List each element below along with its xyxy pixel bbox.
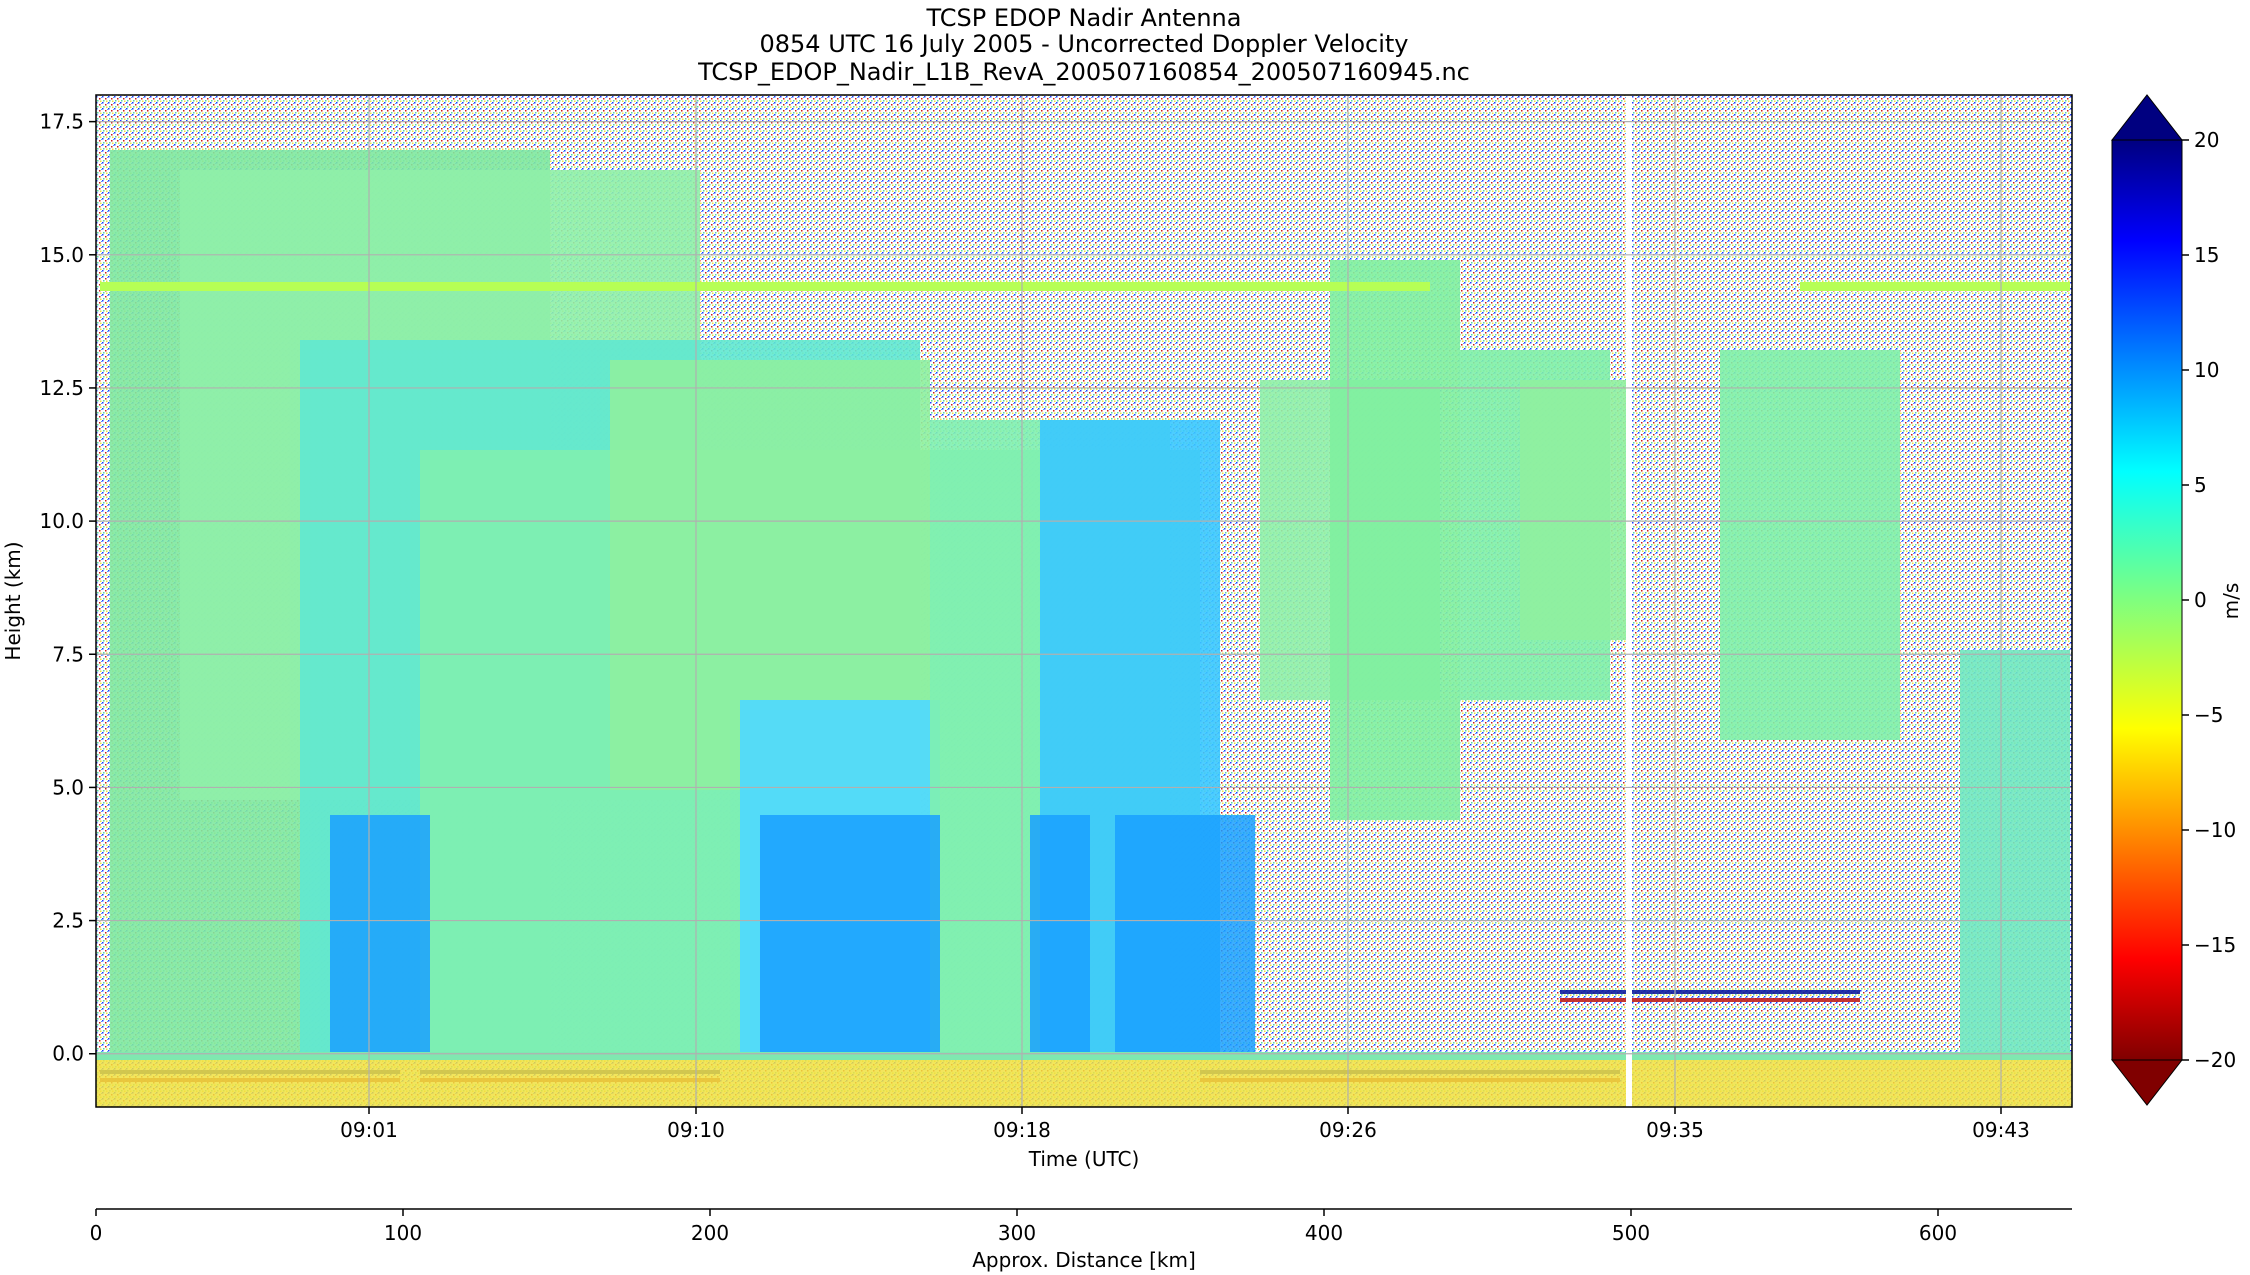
colorbar-gradient <box>2111 139 2183 1061</box>
echo-regions <box>100 150 2070 1082</box>
plot-frame <box>95 94 2073 1108</box>
distance-tick-label: 600 <box>1919 1221 1957 1245</box>
y-tick-label: 0.0 <box>52 1042 84 1066</box>
distance-axis-label: Approx. Distance [km] <box>972 1248 1196 1272</box>
colorbar-tick-label: 15 <box>2194 243 2219 267</box>
chart-title-line-1: TCSP EDOP Nadir Antenna <box>926 4 1242 32</box>
melting-layer-band <box>96 1052 2072 1060</box>
echo-region <box>1330 260 1460 820</box>
distance-axis: 0 100 200 300 400 500 600 <box>90 1209 1957 1245</box>
distance-tick-label: 500 <box>1612 1221 1650 1245</box>
upper-bright-line-2 <box>1800 282 2070 291</box>
x-tick-label: 09:43 <box>1972 1118 2030 1142</box>
chart-title-line-3: TCSP_EDOP_Nadir_L1B_RevA_200507160854_20… <box>697 58 1470 86</box>
y-tick-label: 15.0 <box>39 243 84 267</box>
colorbar-top-extend <box>2110 94 2184 141</box>
x-tick-label: 09:18 <box>993 1118 1051 1142</box>
colorbar-tick-label: −20 <box>2194 1048 2236 1072</box>
y-axis: 0.0 2.5 5.0 7.5 10.0 12.5 15.0 17.5 <box>39 110 96 1066</box>
y-tick-label: 12.5 <box>39 376 84 400</box>
x-tick-label: 09:10 <box>667 1118 725 1142</box>
distance-tick-label: 300 <box>998 1221 1036 1245</box>
colorbar-tick-label: −5 <box>2194 703 2223 727</box>
y-tick-label: 17.5 <box>39 110 84 134</box>
echo-region <box>1720 350 1900 740</box>
colorbar-label: m/s <box>2219 583 2243 620</box>
plot-area <box>96 95 2072 1107</box>
surface-stripe <box>1560 998 1860 1002</box>
upper-bright-line <box>100 282 1430 291</box>
y-tick-label: 2.5 <box>52 909 84 933</box>
x-axis: 09:01 09:10 09:18 09:26 09:35 09:43 <box>340 1107 2030 1142</box>
colorbar-tick-label: 10 <box>2194 358 2219 382</box>
colorbar-bottom-extend <box>2110 1059 2184 1106</box>
echo-core <box>330 815 430 1055</box>
colorbar-tick-label: 0 <box>2194 588 2207 612</box>
echo-core <box>1030 815 1090 1055</box>
x-tick-label: 09:01 <box>340 1118 398 1142</box>
colorbar-ticks: 20 15 10 5 0 −5 −10 −15 −20 <box>2182 128 2236 1072</box>
data-gap <box>1626 95 1632 1107</box>
echo-core <box>1115 815 1255 1055</box>
distance-tick-label: 100 <box>384 1221 422 1245</box>
grid-lines <box>96 95 2072 1107</box>
echo-region <box>1520 380 1630 640</box>
colorbar-tick-label: −15 <box>2194 933 2236 957</box>
surface-stripe <box>1560 990 1860 994</box>
echo-core <box>760 815 940 1055</box>
distance-tick-label: 0 <box>90 1221 103 1245</box>
colorbar: 20 15 10 5 0 −5 −10 −15 −20 m/s <box>2110 94 2243 1106</box>
surface-return-band <box>96 1052 2072 1107</box>
colorbar-tick-label: −10 <box>2194 818 2236 842</box>
x-tick-label: 09:26 <box>1319 1118 1377 1142</box>
x-axis-label: Time (UTC) <box>1028 1147 1140 1171</box>
chart-title-line-2: 0854 UTC 16 July 2005 - Uncorrected Dopp… <box>759 30 1408 58</box>
x-tick-label: 09:35 <box>1646 1118 1704 1142</box>
y-tick-label: 5.0 <box>52 775 84 799</box>
y-axis-label: Height (km) <box>1 541 25 660</box>
echo-region <box>1960 650 2070 1055</box>
y-tick-label: 7.5 <box>52 642 84 666</box>
distance-tick-label: 200 <box>691 1221 729 1245</box>
colorbar-tick-label: 20 <box>2194 128 2219 152</box>
colorbar-tick-label: 5 <box>2194 473 2207 497</box>
distance-tick-label: 400 <box>1305 1221 1343 1245</box>
y-tick-label: 10.0 <box>39 509 84 533</box>
